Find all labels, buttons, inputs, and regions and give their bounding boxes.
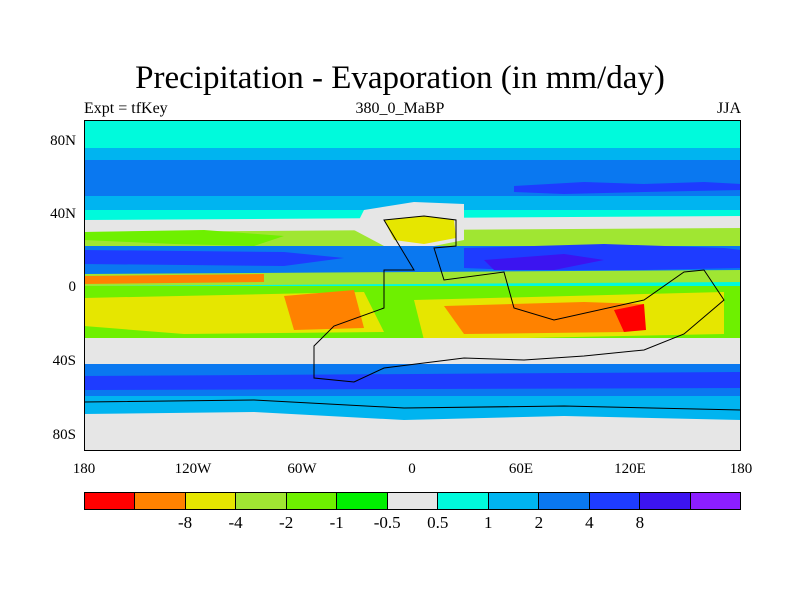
field-sh-neutral xyxy=(84,338,741,364)
x-tick-label: 60E xyxy=(508,461,534,477)
colorbar-swatch xyxy=(438,493,489,509)
colorbar-label: -0.5 xyxy=(373,513,401,532)
colorbar-swatch xyxy=(337,493,388,509)
field-landmass-north-dry xyxy=(384,216,456,244)
colorbar-swatch xyxy=(135,493,186,509)
field-sh-storm-intense xyxy=(84,372,741,390)
colorbar-swatch xyxy=(85,493,136,509)
colorbar-label: 8 xyxy=(635,513,645,532)
x-tick-label: 180 xyxy=(729,461,753,477)
field-itcz-peak xyxy=(484,254,604,270)
experiment-label: Expt = tfKey xyxy=(84,100,168,117)
colorbar-swatch xyxy=(690,493,741,509)
colorbar-label: 2 xyxy=(534,513,544,532)
colorbar-label: 1 xyxy=(484,513,493,532)
x-tick-label: 120W xyxy=(174,461,212,477)
y-tick-label: 0 xyxy=(68,279,77,295)
colorbar-label: -8 xyxy=(177,513,193,532)
field-sh-driest xyxy=(614,304,646,332)
field-eq-very-dry xyxy=(84,274,264,284)
antarctic-outline xyxy=(84,399,741,411)
colorbar xyxy=(84,492,741,510)
colorbar-label: 4 xyxy=(585,513,594,532)
colorbar-swatch xyxy=(286,493,338,509)
continent-outline xyxy=(313,215,725,383)
colorbar-swatch xyxy=(387,493,439,509)
map-frame xyxy=(84,120,741,451)
field-band-nh-1 xyxy=(84,148,741,160)
time-label: 380_0_MaBP xyxy=(355,100,445,117)
x-tick-label: 120E xyxy=(614,461,646,477)
y-tick-label: 40S xyxy=(52,353,76,369)
x-tick-label: 180 xyxy=(72,461,96,477)
pe-map xyxy=(84,120,741,451)
field-antarctic xyxy=(84,412,741,451)
map-title: Precipitation - Evaporation (in mm/day) xyxy=(135,60,665,96)
field-sh-very-dry-west xyxy=(284,290,364,330)
colorbar-swatch xyxy=(236,493,287,509)
field-band-nh-intense xyxy=(514,182,741,194)
season-label: JJA xyxy=(716,100,741,117)
colorbar-swatch xyxy=(185,493,237,509)
colorbar-swatch xyxy=(589,493,641,509)
colorbar-swatch xyxy=(539,493,590,509)
field-sh-very-dry-east xyxy=(444,302,644,334)
x-tick-label: 60W xyxy=(287,461,317,477)
y-tick-label: 80N xyxy=(50,133,76,149)
field-itcz-intense-west xyxy=(84,250,344,266)
field-nh-dry-3 xyxy=(84,230,284,246)
colorbar-label: -2 xyxy=(279,513,294,532)
y-tick-label: 80S xyxy=(52,427,76,443)
colorbar-swatch xyxy=(640,493,691,509)
colorbar-label: 0.5 xyxy=(427,513,449,532)
y-tick-label: 40N xyxy=(50,206,76,222)
colorbar-label: -4 xyxy=(228,513,243,532)
colorbar-swatch xyxy=(488,493,540,509)
colorbar-label: -1 xyxy=(329,513,344,532)
x-tick-label: 0 xyxy=(408,461,416,477)
map-field xyxy=(84,120,741,451)
